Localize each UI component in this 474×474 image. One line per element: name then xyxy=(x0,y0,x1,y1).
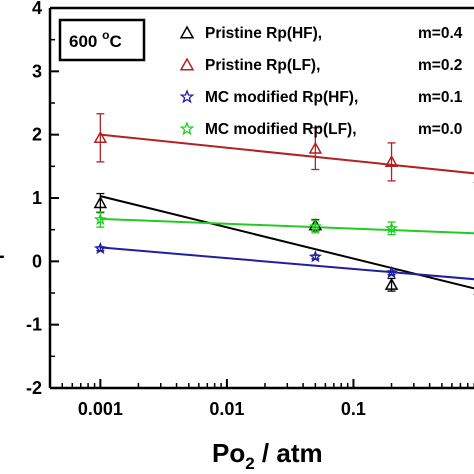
legend-slope-label: m=0.2 xyxy=(418,57,462,74)
data-points xyxy=(93,113,474,295)
y-axis-label-fragment: - xyxy=(0,245,5,267)
x-tick-label: 0.01 xyxy=(209,399,244,419)
y-tick-label: -1 xyxy=(26,315,42,335)
triangle-marker xyxy=(179,25,195,39)
triangle-marker xyxy=(308,141,323,154)
fit-line xyxy=(100,133,474,175)
star-marker xyxy=(308,250,322,263)
star-marker xyxy=(179,121,195,136)
axes xyxy=(48,6,474,390)
x-axis-label: Po2 / atm xyxy=(212,438,323,473)
legend-label: MC modified Rp(LF), xyxy=(205,121,357,138)
triangle-marker xyxy=(384,154,399,168)
star-marker xyxy=(384,221,399,234)
fit-line xyxy=(100,195,474,290)
legend-slope-label: m=0.4 xyxy=(418,25,463,42)
star-marker xyxy=(385,265,399,279)
legend-label: Pristine Rp(HF), xyxy=(205,25,322,42)
star-marker xyxy=(179,89,195,104)
legend: Pristine Rp(HF), m=0.4 Pristine Rp(LF), m=0… xyxy=(179,25,463,138)
temperature-annotation: 600 oC xyxy=(69,28,122,51)
y-tick-label: 0 xyxy=(32,251,42,271)
fit-lines xyxy=(100,133,474,290)
fit-line xyxy=(100,246,474,281)
y-tick-label: 4 xyxy=(32,0,42,18)
triangle-marker xyxy=(93,196,108,209)
y-tick-label: 2 xyxy=(32,125,42,145)
y-tick-label: 1 xyxy=(32,188,42,208)
fit-line xyxy=(100,217,474,235)
triangle-marker xyxy=(384,277,399,290)
legend-slope-label: m=0.0 xyxy=(418,121,462,138)
star-marker xyxy=(93,212,107,226)
star-marker xyxy=(308,219,322,232)
legend-label: MC modified Rp(HF), xyxy=(205,89,358,106)
y-tick-label: -2 xyxy=(26,378,42,398)
annotation-box xyxy=(58,18,146,62)
triangle-marker xyxy=(179,57,195,71)
triangle-marker xyxy=(93,130,108,143)
legend-slope-label: m=0.1 xyxy=(418,89,463,106)
star-marker xyxy=(93,241,107,255)
y-tick-label: 3 xyxy=(32,61,42,81)
x-tick-label: 0.1 xyxy=(341,399,366,419)
x-tick-label: 0.001 xyxy=(78,399,123,419)
legend-label: Pristine Rp(LF), xyxy=(205,57,320,74)
